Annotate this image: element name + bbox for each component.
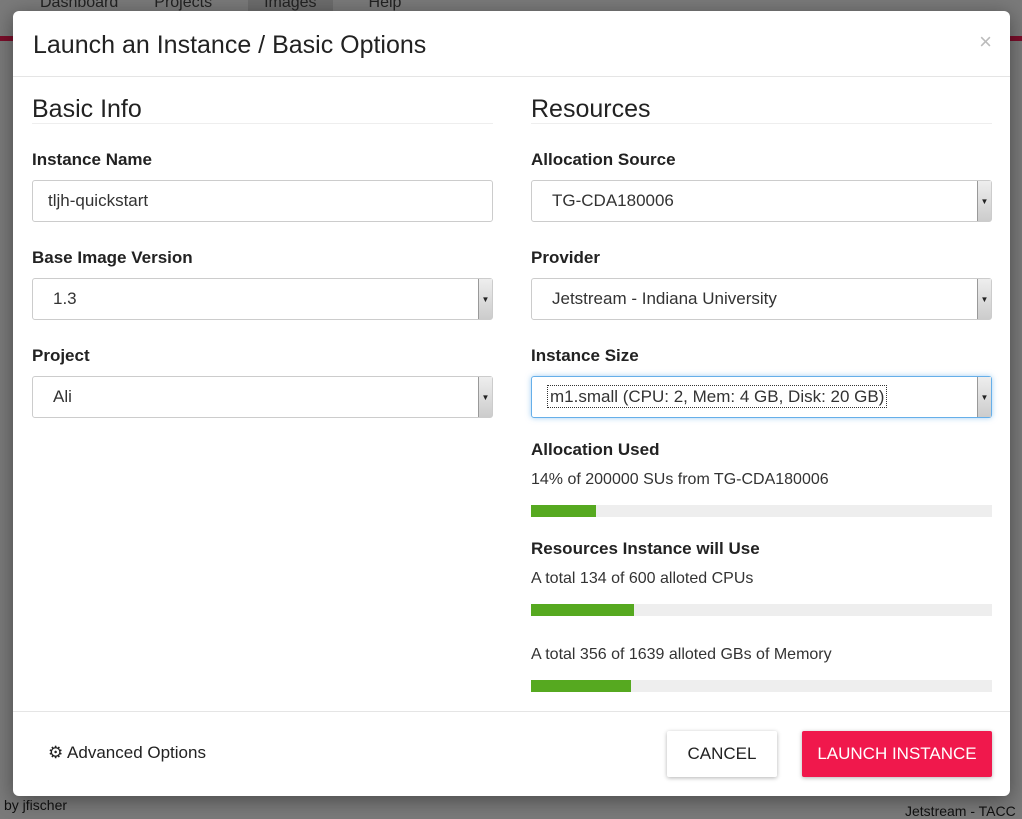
instance-name-input[interactable]: tljh-quickstart [32,180,493,222]
base-image-version-select[interactable]: 1.3 ▼ [32,278,493,320]
bg-provider: Jetstream - TACC [905,803,1016,819]
bg-nav-projects: Projects [154,0,213,11]
allocation-source-select[interactable]: TG-CDA180006 ▼ [531,180,992,222]
progress-fill [531,604,634,616]
instance-name-label: Instance Name [32,150,152,169]
cancel-button[interactable]: CANCEL [667,731,777,777]
gear-icon: ⚙ [48,743,64,762]
memory-usage-progress [531,680,992,692]
dropdown-arrow-icon: ▼ [478,279,492,319]
cpu-usage-progress [531,604,992,616]
progress-fill [531,505,596,517]
instance-size-select[interactable]: m1.small (CPU: 2, Mem: 4 GB, Disk: 20 GB… [531,376,992,418]
bg-nav-images: Images [248,0,333,12]
resources-will-use-label: Resources Instance will Use [531,539,760,558]
dropdown-arrow-icon: ▼ [977,181,991,221]
select-value: Jetstream - Indiana University [552,289,777,308]
bg-author: by jfischer [4,797,68,813]
advanced-options-label: Advanced Options [67,743,206,762]
select-value: m1.small (CPU: 2, Mem: 4 GB, Disk: 20 GB… [546,385,888,408]
launch-instance-modal: Launch an Instance / Basic Options × Bas… [13,11,1010,796]
background-nav: Dashboard Projects Images Help [40,0,401,12]
project-label: Project [32,346,90,365]
allocation-used-progress [531,505,992,517]
select-value: 1.3 [53,289,77,308]
advanced-options-link[interactable]: ⚙ Advanced Options [48,743,206,763]
basic-info-heading: Basic Info [32,95,493,124]
launch-instance-button[interactable]: LAUNCH INSTANCE [802,731,992,777]
dropdown-arrow-icon: ▼ [977,377,991,417]
modal-header: Launch an Instance / Basic Options × [13,11,1010,77]
modal-footer: ⚙ Advanced Options CANCEL LAUNCH INSTANC… [13,711,1010,796]
resources-section: Resources Allocation Source TG-CDA180006… [531,95,992,692]
cpu-usage-text: A total 134 of 600 alloted CPUs [531,570,754,587]
progress-fill [531,680,632,692]
allocation-source-label: Allocation Source [531,150,676,169]
modal-title: Launch an Instance / Basic Options [33,31,427,59]
allocation-used-label: Allocation Used [531,440,660,459]
basic-info-section: Basic Info Instance Name tljh-quickstart… [32,95,493,418]
select-value: Ali [53,387,72,406]
allocation-used-text: 14% of 200000 SUs from TG-CDA180006 [531,471,829,488]
bg-nav-help: Help [368,0,402,11]
dropdown-arrow-icon: ▼ [977,279,991,319]
memory-usage-text: A total 356 of 1639 alloted GBs of Memor… [531,646,832,663]
provider-select[interactable]: Jetstream - Indiana University ▼ [531,278,992,320]
instance-size-label: Instance Size [531,346,639,365]
base-image-version-label: Base Image Version [32,248,193,267]
bg-nav-dashboard: Dashboard [40,0,119,11]
resources-heading: Resources [531,95,992,124]
select-value: TG-CDA180006 [552,191,674,210]
project-select[interactable]: Ali ▼ [32,376,493,418]
close-icon[interactable]: × [979,29,992,54]
provider-label: Provider [531,248,600,267]
dropdown-arrow-icon: ▼ [478,377,492,417]
